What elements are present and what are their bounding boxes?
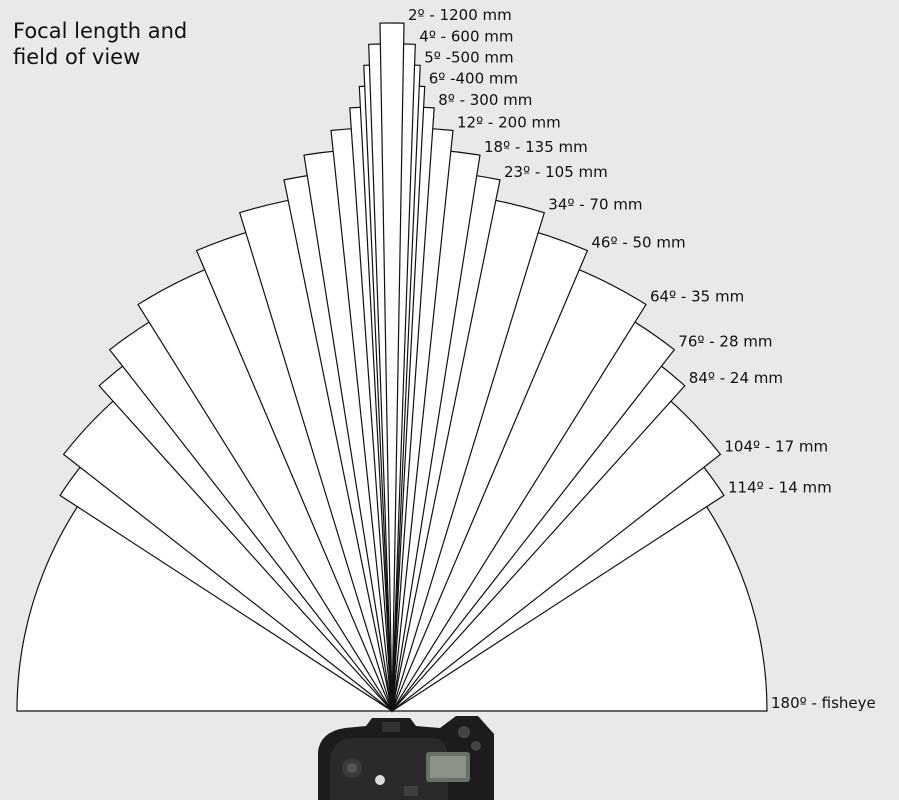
- camera-icon: [318, 716, 494, 800]
- fov-label: 12º - 200 mm: [457, 114, 561, 132]
- fov-label: 34º - 70 mm: [548, 196, 642, 214]
- title-line-1: Focal length and: [13, 19, 188, 43]
- title-line-2: field of view: [13, 45, 141, 69]
- fov-label: 180º - fisheye: [771, 694, 876, 712]
- fov-wedges: [16, 22, 768, 714]
- fov-labels: 180º - fisheye 114º - 14 mm 104º - 17 mm 84…: [408, 6, 876, 712]
- fov-label: 18º - 135 mm: [484, 138, 588, 156]
- fov-label: 4º - 600 mm: [419, 27, 513, 45]
- fov-label: 64º - 35 mm: [650, 288, 744, 306]
- fov-wedge: [379, 22, 405, 712]
- fov-label: 23º - 105 mm: [504, 163, 608, 181]
- fov-label: 8º - 300 mm: [438, 91, 532, 109]
- fov-label: 76º - 28 mm: [678, 333, 772, 351]
- fov-label: 46º - 50 mm: [591, 234, 685, 252]
- fov-label: 2º - 1200 mm: [408, 6, 512, 24]
- fov-label: 104º - 17 mm: [724, 437, 828, 455]
- diagram-title: Focal length and field of view: [13, 18, 187, 70]
- fov-label: 5º -500 mm: [424, 48, 513, 66]
- fov-label: 6º -400 mm: [429, 70, 518, 88]
- fov-label: 114º - 14 mm: [728, 478, 832, 496]
- fov-label: 84º - 24 mm: [689, 369, 783, 387]
